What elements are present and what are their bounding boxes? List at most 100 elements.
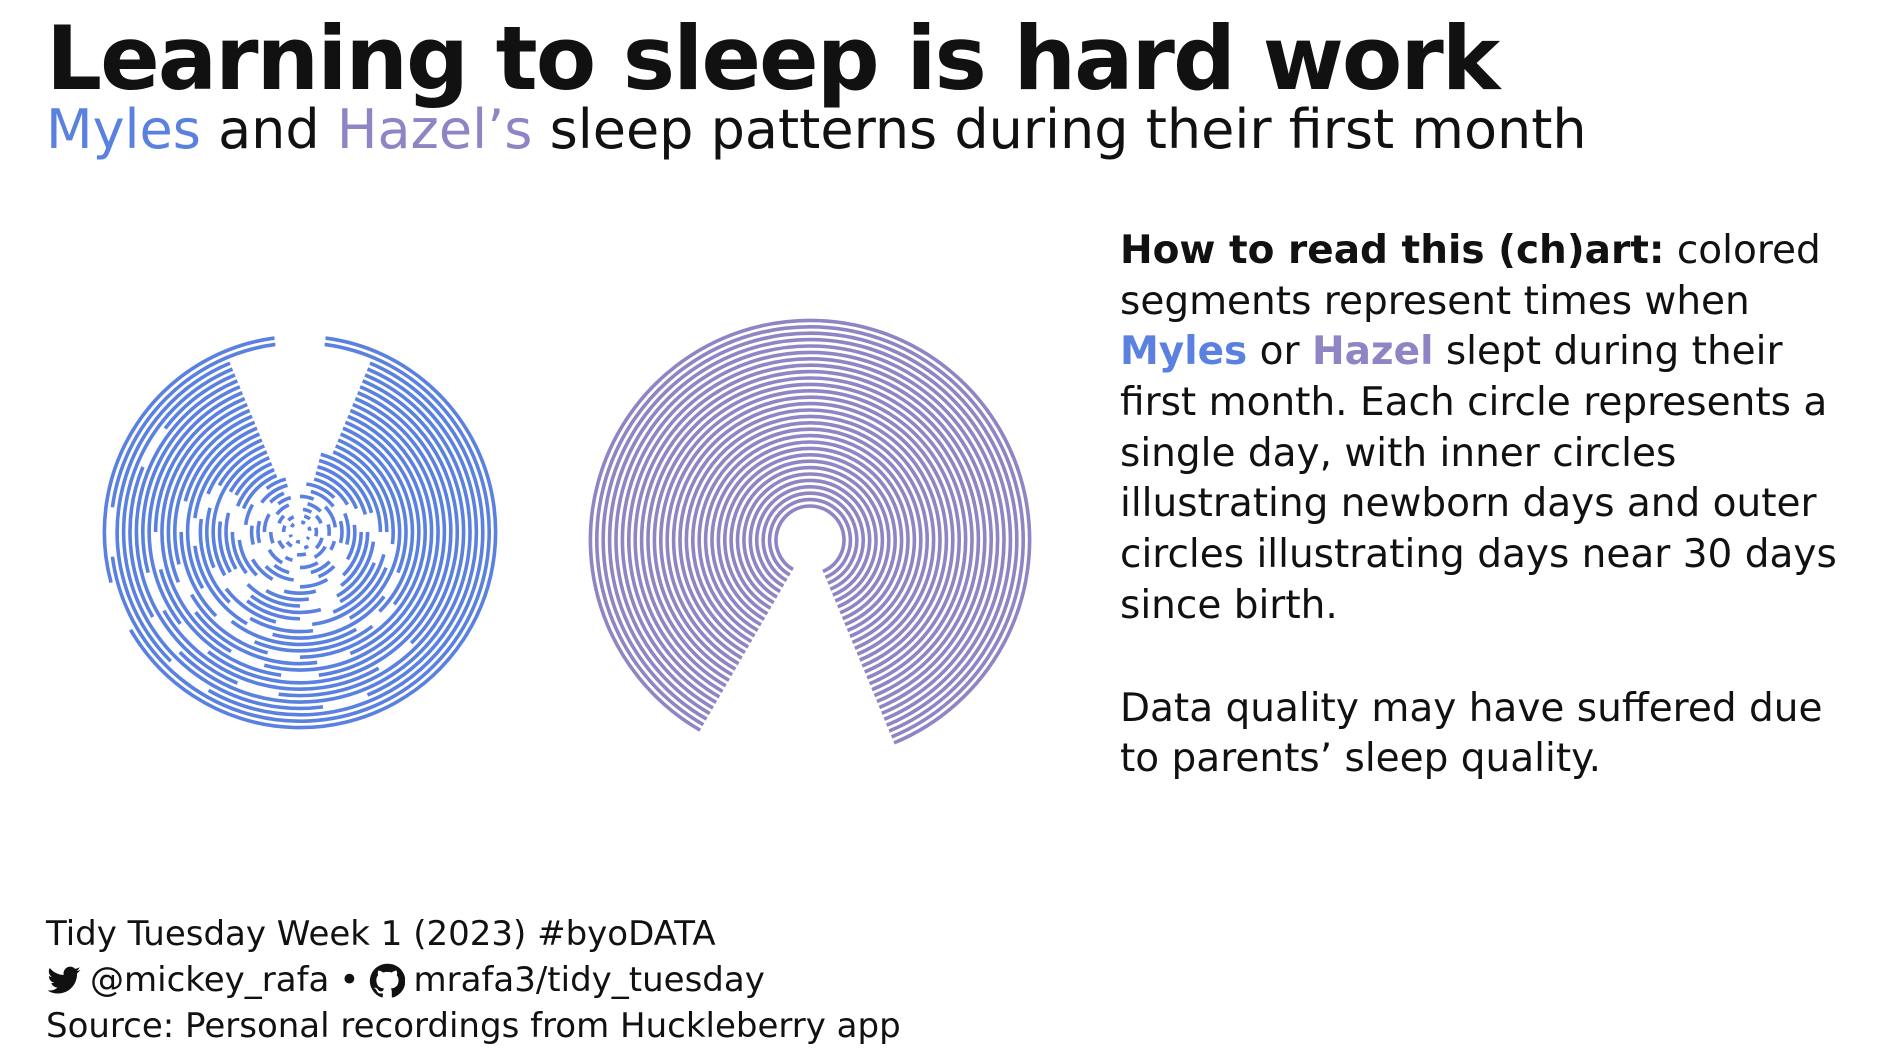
myles-sleep-segment-day1-3 [305, 536, 311, 541]
hazel-sleep-segment-day15-2 [809, 414, 936, 656]
myles-sleep-segment-day8-4 [250, 558, 274, 582]
hazel-sleep-segment-day1-1 [774, 504, 811, 571]
myles-sleep-segment-day4-5 [269, 531, 275, 544]
hazel-sleep-segment-day18-1 [665, 395, 811, 666]
hazel-sleep-segment-day26-1 [614, 344, 811, 710]
myles-sleep-segment-day4-4 [284, 555, 293, 562]
myles-sleep-segment-day1-5 [288, 534, 293, 538]
myles-sleep-segment-day14-2 [311, 566, 388, 627]
explanation-or: or [1247, 329, 1312, 375]
myles-sleep-segment-day5-4 [299, 561, 319, 570]
myles-sleep-segment-day14-5 [217, 444, 266, 487]
myles-sleep-segment-day14-1 [334, 444, 395, 545]
hazel-sleep-segment-day8-1 [729, 459, 811, 610]
hazel-sleep-segment-day15-1 [684, 414, 811, 649]
hazel-sleep-segment-day20-1 [652, 382, 811, 677]
myles-sleep-rings [102, 336, 498, 730]
caption-separator: • [339, 959, 360, 1000]
myles-sleep-segment-day3-2 [314, 514, 323, 525]
hazel-sleep-segment-day30-2 [809, 318, 1032, 745]
myles-sleep-segment-day3-4 [296, 552, 307, 557]
github-repo[interactable]: mrafa3/tidy_tuesday [413, 959, 765, 1000]
myles-sleep-segment-day5-6 [262, 513, 271, 533]
myles-sleep-segment-day7-1 [306, 482, 336, 500]
myles-sleep-segment-day13-2 [332, 554, 386, 614]
myles-sleep-segment-day24-2 [162, 609, 380, 691]
myles-sleep-segment-day2-4 [285, 540, 293, 548]
myles-sleep-segment-day25-1 [278, 379, 466, 698]
hazel-sleep-segment-day11-1 [710, 440, 811, 627]
myles-sleep-segment-day3-3 [314, 537, 324, 550]
myles-sleep-segment-day12-3 [249, 594, 322, 615]
hazel-sleep-segment-day13-1 [697, 427, 811, 638]
myles-sleep-segment-day13-4 [211, 450, 268, 577]
hazel-sleep-segment-day14-2 [809, 421, 929, 650]
explanation-hazel-name: Hazel [1311, 329, 1434, 375]
subtitle-rest: sleep patterns during their first month [532, 98, 1587, 161]
myles-sleep-segment-day24-3 [141, 385, 241, 574]
hazel-sleep-segment-day17-2 [809, 401, 949, 668]
data-quality-note: Data quality may have suffered due to pa… [1120, 685, 1823, 782]
explanation-text-b: slept during their first month. Each cir… [1120, 329, 1837, 628]
hazel-sleep-segment-day16-1 [678, 408, 811, 655]
twitter-handle[interactable]: @mickey_rafa [90, 959, 330, 1000]
myles-sleep-segment-day18-2 [253, 624, 374, 653]
myles-sleep-segment-day21-1 [263, 402, 440, 672]
explanation-text-a: colored segments represent times when [1120, 228, 1821, 324]
myles-sleep-segment-day10-3 [265, 588, 310, 602]
hazel-sleep-segment-day11-2 [809, 440, 910, 633]
hazel-sleep-segment-day25-1 [620, 350, 811, 705]
myles-sleep-segment-day2-2 [314, 527, 319, 537]
myles-sleep-segment-day16-2 [272, 595, 386, 640]
hazel-sleep-segment-day17-1 [671, 401, 811, 660]
hazel-sleep-segment-day14-1 [690, 421, 811, 644]
subtitle-myles-name: Myles [46, 98, 201, 161]
hazel-sleep-segment-day10-2 [809, 446, 904, 627]
hazel-sleep-segment-day3-1 [761, 491, 811, 583]
myles-sleep-segment-day4-6 [275, 503, 290, 516]
myles-sleep-segment-day5-1 [299, 494, 315, 501]
myles-sleep-segment-day6-4 [273, 563, 290, 575]
hazel-sleep-segment-day5-1 [748, 478, 811, 594]
explanation-myles-name: Myles [1120, 329, 1248, 375]
myles-sleep-segment-day18-3 [179, 531, 218, 618]
hazel-sleep-segment-day27-2 [809, 337, 1013, 727]
myles-sleep-segment-day9-1 [315, 471, 359, 510]
myles-sleep-segment-day9-3 [283, 589, 317, 595]
myles-sleep-segment-day10-5 [235, 467, 275, 507]
chart-title: Learning to sleep is hard work [46, 7, 1500, 110]
twitter-bird-icon [47, 966, 81, 994]
myles-sleep-segment-day8-6 [265, 477, 287, 490]
myles-sleep-segment-day6-6 [269, 491, 285, 504]
hazel-sleep-segment-day22-2 [809, 369, 981, 698]
hazel-sleep-segment-day6-2 [809, 472, 878, 603]
myles-sleep-segment-day6-1 [310, 489, 335, 508]
hazel-sleep-segment-day7-2 [809, 465, 885, 609]
myles-sleep-segment-day14-3 [224, 587, 277, 624]
github-octocat-icon [370, 963, 406, 998]
hazel-sleep-segment-day6-1 [742, 472, 811, 599]
hazel-sleep-segment-day2-2 [809, 497, 853, 579]
myles-sleep-segment-day15-3 [198, 518, 231, 604]
hazel-sleep-segment-day23-2 [809, 363, 987, 704]
how-to-read-paragraph: How to read this (ch)art: colored segmen… [1120, 226, 1860, 632]
how-to-read-lead: How to read this (ch)art: [1120, 228, 1665, 273]
caption-block: Tidy Tuesday Week 1 (2023) #byoDATA @mic… [46, 912, 901, 1050]
myles-sleep-segment-day30-2 [102, 336, 275, 584]
hazel-sleep-segment-day29-2 [809, 325, 1025, 739]
myles-sleep-segment-day22-1 [318, 396, 447, 677]
myles-sleep-segment-day17-1 [342, 426, 415, 613]
myles-sleep-segment-day9-5 [241, 473, 278, 510]
hazel-sleep-segment-day24-2 [809, 357, 993, 710]
myles-sleep-segment-day8-1 [313, 477, 350, 506]
myles-sleep-segment-day11-4 [224, 512, 238, 570]
myles-sleep-segment-day8-2 [345, 524, 357, 561]
myles-sleep-segment-day9-2 [341, 531, 363, 577]
myles-sleep-segment-day8-5 [243, 503, 255, 526]
myles-sleep-segment-day12-2 [339, 562, 376, 604]
hazel-sleep-segment-day30-1 [588, 318, 811, 732]
myles-sleep-segment-day6-5 [256, 520, 262, 544]
hazel-sleep-segment-day10-1 [716, 446, 811, 621]
hazel-sleep-segment-day4-1 [755, 485, 811, 588]
myles-sleep-segment-day2-5 [281, 525, 287, 533]
